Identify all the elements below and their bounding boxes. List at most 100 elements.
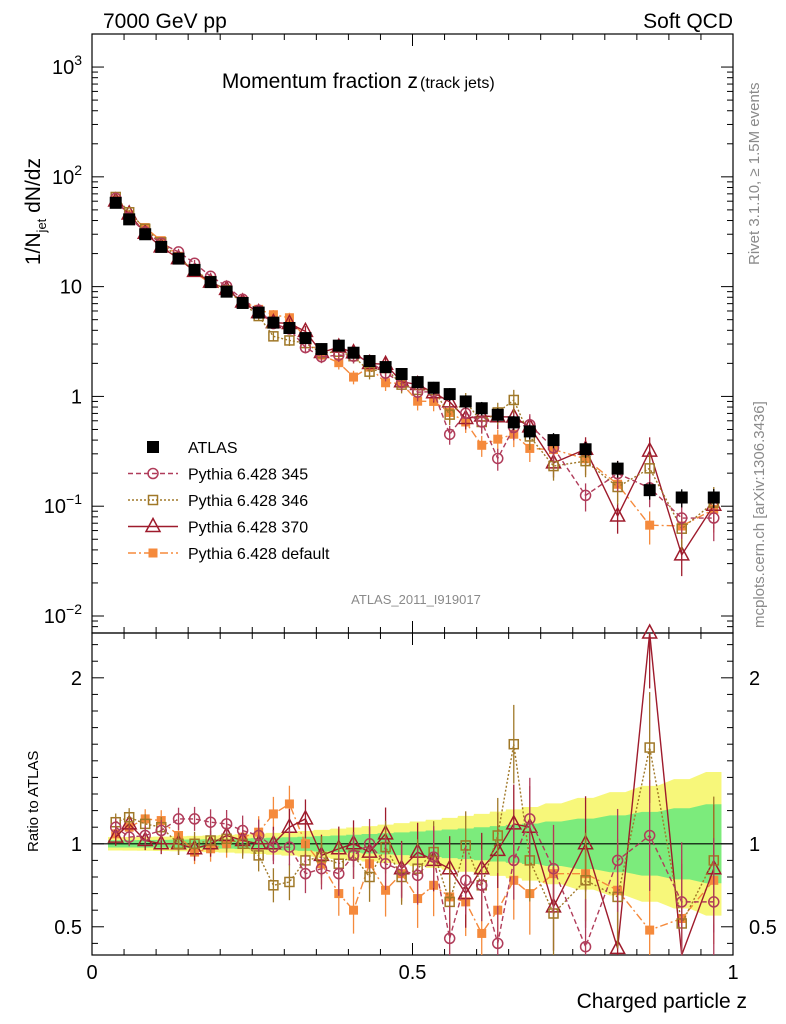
plot-title: Momentum fraction z (222, 70, 418, 93)
series-2-point-ratio (189, 838, 200, 850)
series-0-point-main (643, 484, 656, 497)
legend-label-0: ATLAS (188, 440, 238, 457)
x-axis-label: Charged particle z (577, 990, 747, 1013)
series-0-point-main (347, 346, 360, 359)
x-tick-label: 0.5 (399, 962, 427, 984)
series-1-point-ratio (443, 932, 456, 945)
series-3-point-ratio (641, 623, 658, 639)
series-2-point-main (508, 394, 520, 406)
series-3-ratio (107, 623, 723, 956)
y-axis-label-ratio: Ratio to ATLAS (25, 751, 42, 852)
legend: ATLAS Pythia 6.428 345 Pythia 6.428 346 Pyt… (128, 440, 330, 563)
series-1-point-ratio (547, 862, 560, 875)
series-0-point-main (332, 339, 345, 352)
series-3-point-ratio (152, 834, 170, 850)
series-2-point-ratio (173, 838, 184, 850)
series-1-point-ratio (333, 867, 345, 880)
y-label-main-part: 1/N (22, 232, 45, 265)
series-0-point-main (139, 228, 152, 241)
ratio-panel: 0 0.5 1 0.5 0.5 1 1 2 2 (54, 623, 777, 984)
y-tick-label: 1 (71, 386, 82, 408)
y-axis-label-main: 1/Njet dN/dz (22, 158, 49, 265)
series-1-point-ratio (508, 854, 520, 867)
series-1-point-ratio (611, 854, 624, 867)
series-3-point-main (609, 506, 626, 522)
series-1-point-ratio (524, 813, 536, 825)
legend-label-3: Pythia 6.428 370 (188, 520, 308, 537)
series-1-point-ratio (363, 838, 376, 850)
series-3-point-ratio (297, 809, 314, 825)
series-2-point-ratio (205, 835, 216, 846)
series-0-point-main (475, 402, 488, 415)
series-0-point-main (411, 376, 424, 389)
series-2-point-ratio (580, 875, 591, 886)
series-0-point-main (379, 361, 392, 374)
series-0-point-main (220, 285, 233, 298)
series-1-point-ratio (155, 824, 167, 837)
series-1-point-ratio (283, 841, 296, 853)
y-tick-label: 102 (52, 162, 82, 189)
series-2-point-ratio (123, 811, 135, 823)
series-0-point-main (109, 196, 122, 209)
y-label-tail-part: dN/dz (22, 158, 45, 219)
series-2-point-ratio (492, 830, 504, 841)
x-tick-label: 0 (86, 962, 97, 984)
x-tick-label: 1 (727, 962, 738, 984)
series-0-point-main (707, 491, 720, 504)
series-4-point-ratio (645, 925, 655, 935)
side-label-top-wrap: Rivet 3.1.10, ≥ 1.5M events (746, 83, 763, 266)
ratio-series (107, 623, 723, 956)
series-2-point-main (284, 335, 295, 346)
legend-marker-0 (147, 441, 159, 453)
side-label-bottom-wrap: mcplots.cern.ch [arXiv:1306.3436] (751, 401, 768, 628)
series-0-point-main (315, 343, 328, 356)
series-2-point-main (644, 463, 655, 474)
series-4-point-main (349, 372, 359, 382)
legend-label-1: Pythia 6.428 345 (188, 467, 308, 484)
ratio-tick-label-right: 2 (749, 668, 760, 690)
ratio-axes: 0 0.5 1 0.5 0.5 1 1 2 2 (54, 644, 777, 984)
series-2-point-ratio (644, 742, 655, 753)
series-0-point-main (507, 416, 520, 429)
y-label-ratio: Ratio to ATLAS (25, 751, 42, 852)
series-1-point-ratio (579, 940, 592, 953)
series-0-point-main (123, 213, 136, 226)
series-1-point-ratio (675, 896, 688, 908)
series-1-point-ratio (492, 937, 504, 950)
series-0-point-main (459, 395, 472, 408)
series-1-point-ratio (427, 851, 440, 863)
series-1-ratio (109, 777, 720, 955)
series-3-point-ratio (107, 827, 124, 843)
header-left: 7000 GeV pp (103, 10, 227, 33)
series-1-main (109, 192, 720, 542)
series-4-point-ratio (268, 809, 278, 819)
series-2-point-main (268, 331, 279, 342)
series-4-point-main (493, 434, 503, 444)
series-0-point-main (363, 355, 376, 368)
series-1-point-ratio (411, 869, 424, 882)
series-1-line-main (115, 197, 714, 519)
series-1-point-main (492, 452, 504, 465)
series-2-point-ratio (364, 871, 375, 883)
y-label-sub-part: jet (34, 218, 49, 233)
side-label-bottom: mcplots.cern.ch [arXiv:1306.3436] (751, 401, 768, 628)
series-4-point-ratio (477, 928, 487, 938)
y-tick-label: 10−1 (44, 491, 82, 518)
series-2-point-ratio (508, 738, 520, 750)
series-0-point-main (675, 491, 688, 504)
series-1-point-main (708, 512, 720, 524)
series-1-point-main (579, 489, 592, 502)
series-0-point-main (283, 321, 296, 334)
series-0-point-main (172, 252, 185, 265)
series-1-point-ratio (643, 829, 656, 842)
series-0-point-main (611, 462, 624, 475)
series-1-point-ratio (139, 829, 151, 842)
series-1-point-ratio (379, 857, 392, 870)
series-0-point-main (443, 388, 456, 401)
series-4-point-ratio (349, 905, 359, 915)
series-3-point-ratio (609, 938, 626, 955)
series-1-point-ratio (204, 816, 217, 828)
series-0-point-main (523, 425, 536, 438)
legend-marker-2 (147, 494, 159, 506)
